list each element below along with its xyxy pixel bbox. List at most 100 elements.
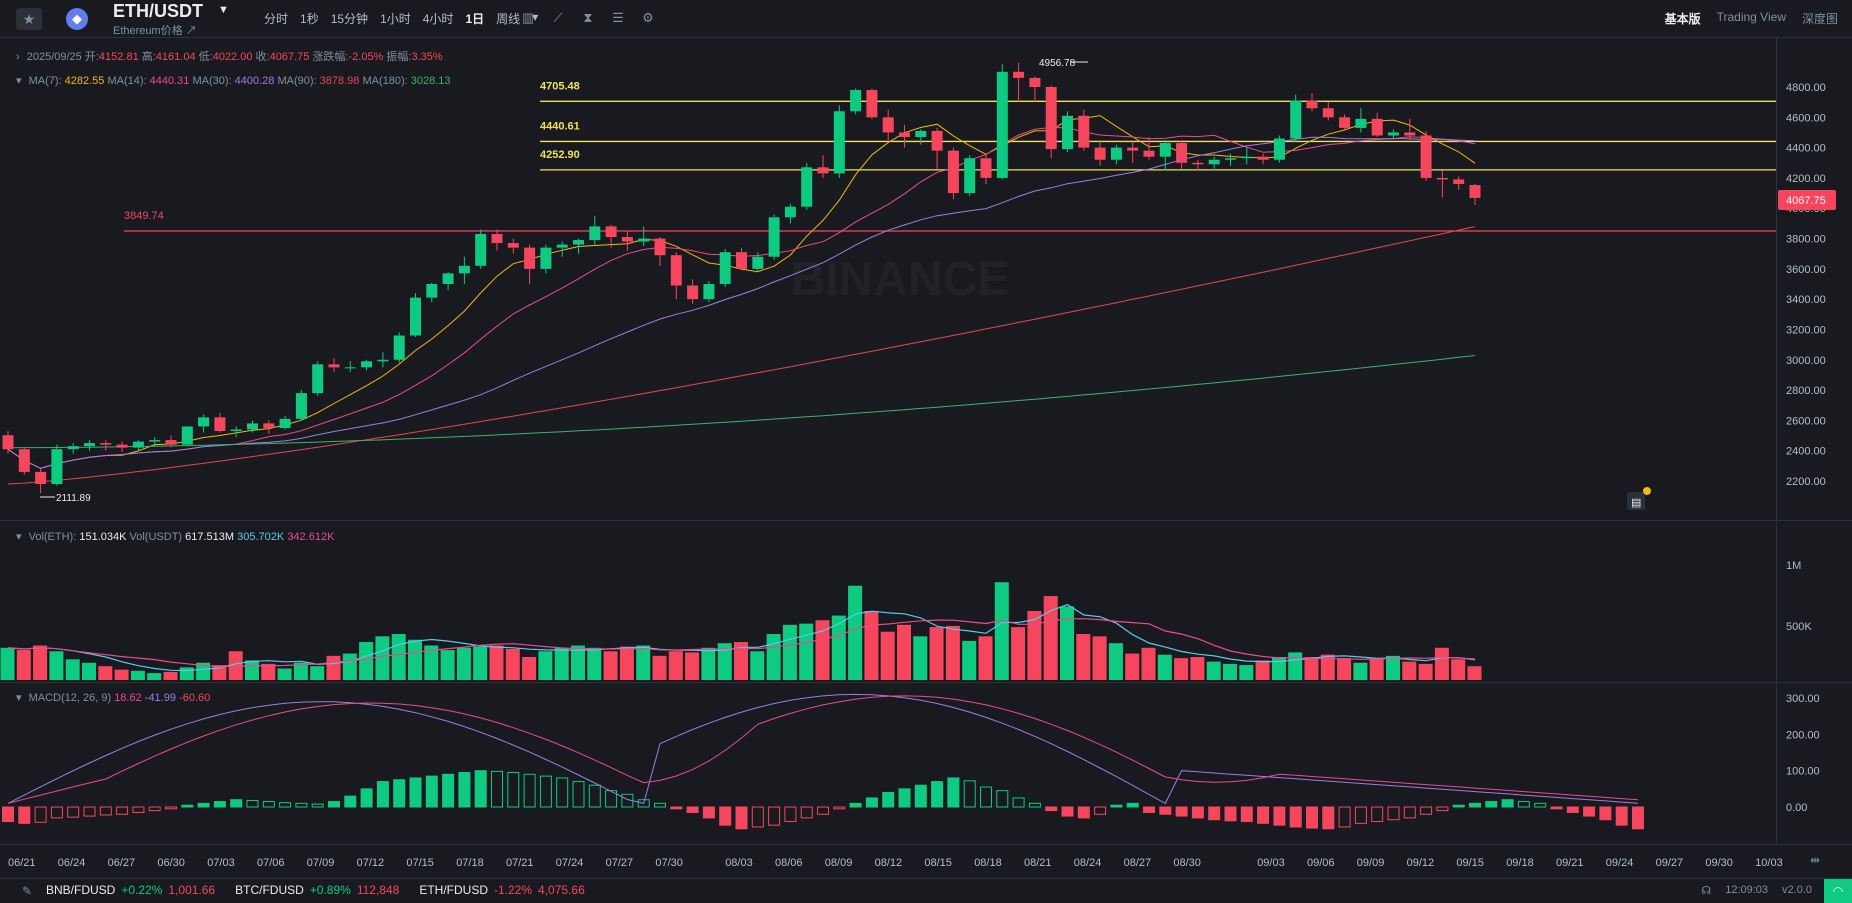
pair-title[interactable]: ETH/USDT <box>113 1 203 21</box>
volume-bar <box>424 645 439 680</box>
alert-icon[interactable] <box>1627 492 1645 510</box>
date-axis-label: 09/09 <box>1357 857 1385 869</box>
headset-icon[interactable]: ☊ <box>1701 885 1712 897</box>
candle-body <box>605 226 617 238</box>
indicator-icon[interactable]: ⟋ <box>553 10 563 25</box>
candle-body <box>1322 108 1334 118</box>
ticker-item[interactable]: BTC/FDUSD +0.89% 112,848 <box>235 883 399 897</box>
date-axis-label: 07/12 <box>357 857 385 869</box>
macd-bar <box>458 771 471 808</box>
macd-bar <box>1012 797 1025 808</box>
volume-bar <box>994 582 1009 680</box>
candle-body <box>1110 147 1122 160</box>
wifi-icon: ◠ <box>1824 879 1852 903</box>
macd-bar <box>344 795 357 808</box>
chart-tools: ▥ ⟋ ⧗ ☰ ⚙ <box>520 10 656 26</box>
chart-style-icon[interactable]: ⧗ <box>583 10 593 25</box>
edit-pencil-icon[interactable]: ✎ <box>22 883 33 898</box>
tab-basic-view[interactable]: 基本版 <box>1664 12 1701 26</box>
candle-body <box>1094 147 1106 160</box>
low-annotation: 2111.89 <box>56 493 91 504</box>
candle-type-icon[interactable]: ▥ <box>521 10 535 25</box>
tab-tradingview[interactable]: Trading View <box>1716 10 1786 24</box>
macd-bar <box>376 781 389 808</box>
tab-depth-chart[interactable]: 深度图 <box>1801 12 1838 26</box>
ticker-item[interactable]: BNB/FDUSD +0.22% 1,001.66 <box>46 883 215 897</box>
volume-bar <box>408 639 422 680</box>
axis-settings-icon[interactable]: ⇹ <box>1810 853 1820 867</box>
macd-bar <box>409 777 422 808</box>
candle-body <box>964 158 976 194</box>
tab-interval-4h[interactable]: 4小时 <box>422 12 454 26</box>
date-axis-label: 10/03 <box>1755 857 1783 869</box>
macd-bar <box>425 775 438 808</box>
volume-bar <box>831 615 846 680</box>
candle-body <box>947 150 959 194</box>
candle-body <box>361 361 373 368</box>
notification-dot <box>1643 487 1651 495</box>
candle-body <box>35 471 47 485</box>
candle-body <box>507 243 519 248</box>
collapse-caret-icon[interactable]: › <box>16 51 20 63</box>
tab-interval-1w[interactable]: 周线 <box>496 12 521 26</box>
current-price-label: 4067.75 <box>1786 195 1826 207</box>
ma-label: MA(30): <box>189 75 235 87</box>
price-axis-label: 3800.00 <box>1786 234 1826 246</box>
macd-bar <box>1322 806 1335 830</box>
collapse-caret-icon[interactable]: ▾ <box>16 531 22 543</box>
tab-interval-1h[interactable]: 1小时 <box>380 12 411 26</box>
high-annotation: 4956.78 <box>1039 58 1076 69</box>
macd-bar <box>295 802 308 808</box>
tab-interval-line[interactable]: 分时 <box>264 12 289 26</box>
candle-body <box>1420 135 1432 178</box>
volume-bar <box>587 647 602 680</box>
macd-bar <box>1371 806 1384 823</box>
volume-bar <box>456 647 471 680</box>
price-axis-label: 3400.00 <box>1786 294 1826 306</box>
macd-axis-label: 300.00 <box>1786 693 1820 705</box>
collapse-caret-icon[interactable]: ▾ <box>16 75 22 87</box>
tab-interval-1s[interactable]: 1秒 <box>300 12 319 26</box>
gear-icon[interactable]: ⚙ <box>642 10 654 25</box>
favorite-star-icon[interactable]: ★ <box>16 8 42 30</box>
collapse-caret-icon[interactable]: ▾ <box>16 692 22 704</box>
volume-bar <box>799 623 814 680</box>
ticker-item[interactable]: ETH/FDUSD -1.22% 4,075.66 <box>419 883 584 897</box>
macd-bar <box>148 806 161 812</box>
volume-bar <box>1271 657 1286 680</box>
macd-bar <box>605 790 618 808</box>
ticker-bar: ✎ BNB/FDUSD +0.22% 1,001.66 BTC/FDUSD +0.89%… <box>0 878 1852 903</box>
chevron-down-icon[interactable]: ▼ <box>218 4 229 16</box>
macd-bar <box>1045 806 1058 812</box>
layout-icon[interactable]: ☰ <box>612 10 624 25</box>
date-axis-label: 07/24 <box>556 857 584 869</box>
volume-bar <box>163 671 178 680</box>
date-axis-label: 09/18 <box>1506 857 1534 869</box>
volume-bar <box>1402 661 1417 680</box>
volume-bar <box>750 651 765 680</box>
interval-more-chevron-icon[interactable]: ▾ <box>532 10 539 24</box>
tab-interval-1d[interactable]: 1日 <box>465 12 485 26</box>
candle-body <box>1306 100 1318 109</box>
price-axis-label: 2200.00 <box>1786 476 1826 488</box>
candle-body <box>915 130 927 138</box>
macd-bar <box>328 801 340 808</box>
date-axis-label: 08/15 <box>924 857 952 869</box>
macd-bar <box>833 806 846 810</box>
ma-line <box>7 136 1476 469</box>
macd-bar <box>686 806 699 813</box>
candle-body <box>996 71 1008 178</box>
volume-bar <box>685 652 700 680</box>
volume-bar <box>1223 663 1237 680</box>
date-axis-label: 09/12 <box>1407 857 1435 869</box>
volume-bar <box>554 647 569 680</box>
volume-bar <box>1141 647 1156 680</box>
volume-bar <box>1125 653 1140 680</box>
price-chart[interactable]: BINANCE 4705.48 4440.61 4252.90 3849.74 480… <box>0 0 1852 878</box>
date-axis-label: 07/30 <box>655 857 683 869</box>
candle-body <box>850 90 862 112</box>
candle-body <box>458 265 470 274</box>
macd-bar <box>572 781 585 808</box>
tab-interval-15m[interactable]: 15分钟 <box>330 12 369 26</box>
volume-axis-label: 1M <box>1786 560 1801 572</box>
